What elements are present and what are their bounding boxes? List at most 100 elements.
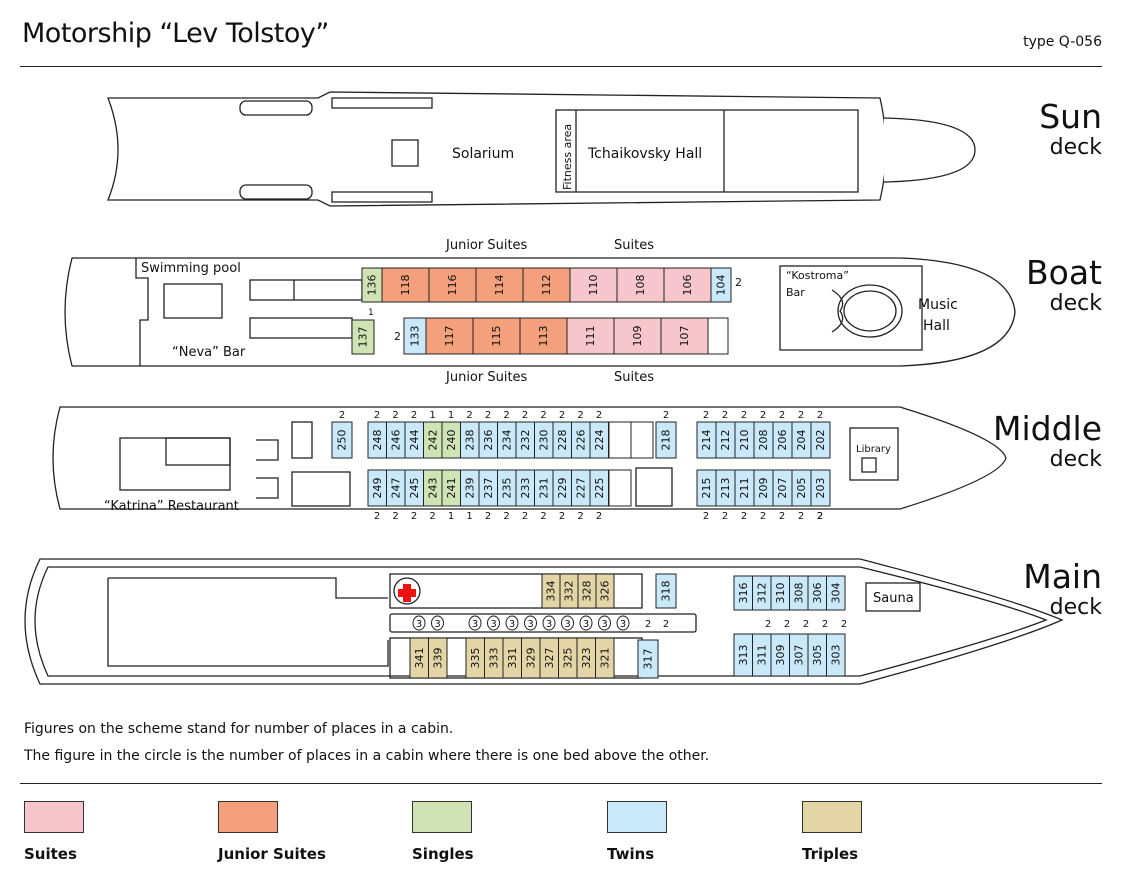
cabin-114[interactable]: 114 (475, 267, 524, 303)
cabin-203[interactable]: 203 (810, 469, 831, 507)
cabin-243[interactable]: 243 (423, 469, 443, 507)
cabin-331[interactable]: 331 (502, 637, 522, 679)
cabin-339[interactable]: 339 (428, 637, 448, 679)
cabin-239[interactable]: 239 (460, 469, 480, 507)
cabin-328[interactable]: 328 (577, 573, 597, 609)
cabin-327[interactable]: 327 (539, 637, 559, 679)
cabin-226[interactable]: 226 (571, 421, 591, 459)
cabin-204[interactable]: 204 (791, 421, 812, 459)
cabin-317[interactable]: 317 (637, 639, 659, 679)
main-deck-hull-inner (34, 566, 1048, 677)
bunk-circle (542, 615, 556, 631)
cabin-231[interactable]: 231 (534, 469, 554, 507)
cabin-206[interactable]: 206 (772, 421, 793, 459)
cabin-107[interactable]: 107 (660, 317, 709, 355)
cabin-236[interactable]: 236 (478, 421, 498, 459)
cabin-240[interactable]: 240 (441, 421, 461, 459)
cabin-210[interactable]: 210 (734, 421, 755, 459)
cabin-249[interactable]: 249 (367, 469, 387, 507)
cabin-215[interactable]: 215 (696, 469, 717, 507)
cabin-137[interactable]: 137 (351, 319, 375, 355)
cabin-218[interactable]: 218 (655, 421, 677, 459)
cabin-211[interactable]: 211 (734, 469, 755, 507)
place-count: 2 (577, 410, 583, 421)
cabin-310[interactable]: 310 (770, 575, 790, 611)
cabin-202[interactable]: 202 (810, 421, 831, 459)
cabin-number: 306 (811, 583, 824, 604)
cabin-207[interactable]: 207 (772, 469, 793, 507)
cabin-110[interactable]: 110 (569, 267, 618, 303)
cabin-333[interactable]: 333 (484, 637, 504, 679)
cabin-329[interactable]: 329 (521, 637, 541, 679)
cabin-233[interactable]: 233 (515, 469, 535, 507)
cabin-230[interactable]: 230 (534, 421, 554, 459)
cabin-335[interactable]: 335 (465, 637, 485, 679)
cabin-248[interactable]: 248 (367, 421, 387, 459)
cabin-228[interactable]: 228 (552, 421, 572, 459)
cabin-224[interactable]: 224 (589, 421, 609, 459)
cabin-321[interactable]: 321 (595, 637, 615, 679)
cabin-205[interactable]: 205 (791, 469, 812, 507)
place-count: 2 (779, 511, 785, 522)
legend-item-junior-suites: Junior Suites (218, 801, 338, 863)
cabin-133[interactable]: 133 (403, 317, 427, 355)
cabin-112[interactable]: 112 (522, 267, 571, 303)
cabin-106[interactable]: 106 (663, 267, 712, 303)
cabin-313[interactable]: 313 (733, 633, 753, 677)
cabin-104[interactable]: 104 (710, 267, 732, 303)
cabin-116[interactable]: 116 (428, 267, 477, 303)
cabin-304[interactable]: 304 (826, 575, 846, 611)
cabin-312[interactable]: 312 (752, 575, 772, 611)
cabin-241[interactable]: 241 (441, 469, 461, 507)
cabin-number: 218 (660, 430, 673, 451)
cabin-238[interactable]: 238 (460, 421, 480, 459)
cabin-108[interactable]: 108 (616, 267, 665, 303)
cabin-237[interactable]: 237 (478, 469, 498, 507)
cabin-113[interactable]: 113 (519, 317, 568, 355)
cabin-number: 114 (493, 275, 506, 296)
cabin-309[interactable]: 309 (770, 633, 790, 677)
cabin-318[interactable]: 318 (655, 573, 677, 609)
cabin-232[interactable]: 232 (515, 421, 535, 459)
bunk-circle (598, 615, 611, 631)
cabin-115[interactable]: 115 (472, 317, 521, 355)
cabin-334[interactable]: 334 (541, 573, 561, 609)
cabin-229[interactable]: 229 (552, 469, 572, 507)
cabin-209[interactable]: 209 (753, 469, 774, 507)
cabin-325[interactable]: 325 (558, 637, 578, 679)
cabin-227[interactable]: 227 (571, 469, 591, 507)
cabin-136[interactable]: 136 (361, 267, 383, 303)
place-count: 2 (392, 511, 398, 522)
cabin-311[interactable]: 311 (752, 633, 772, 677)
cabin-225[interactable]: 225 (589, 469, 609, 507)
place-count: 2 (817, 511, 823, 522)
cabin-316[interactable]: 316 (733, 575, 753, 611)
cabin-247[interactable]: 247 (386, 469, 406, 507)
cabin-246[interactable]: 246 (386, 421, 406, 459)
cabin-323[interactable]: 323 (576, 637, 596, 679)
cabin-250[interactable]: 250 (331, 421, 353, 459)
cabin-234[interactable]: 234 (497, 421, 517, 459)
cabin-117[interactable]: 117 (425, 317, 474, 355)
cabin-341[interactable]: 341 (409, 637, 429, 679)
cabin-208[interactable]: 208 (753, 421, 774, 459)
cabin-213[interactable]: 213 (715, 469, 736, 507)
cabin-242[interactable]: 242 (423, 421, 443, 459)
cabin-111[interactable]: 111 (566, 317, 615, 355)
cabin-303[interactable]: 303 (826, 633, 846, 677)
cabin-306[interactable]: 306 (807, 575, 827, 611)
cabin-245[interactable]: 245 (404, 469, 424, 507)
cabin-244[interactable]: 244 (404, 421, 424, 459)
cabin-308[interactable]: 308 (789, 575, 809, 611)
cabin-235[interactable]: 235 (497, 469, 517, 507)
cabin-307[interactable]: 307 (789, 633, 809, 677)
cabin-305[interactable]: 305 (807, 633, 827, 677)
cabin-109[interactable]: 109 (613, 317, 662, 355)
legend-swatch (607, 801, 667, 833)
cabin-326[interactable]: 326 (595, 573, 615, 609)
cabin-118[interactable]: 118 (381, 267, 430, 303)
middle-deck-label: Middle deck (993, 412, 1102, 471)
cabin-332[interactable]: 332 (559, 573, 579, 609)
cabin-212[interactable]: 212 (715, 421, 736, 459)
cabin-214[interactable]: 214 (696, 421, 717, 459)
